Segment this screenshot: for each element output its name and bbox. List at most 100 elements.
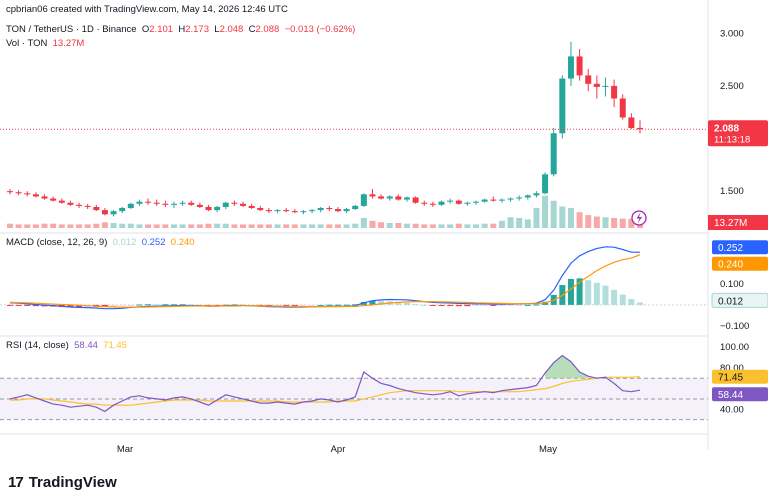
volume-bar [524,219,531,228]
volume-label[interactable]: Vol · TON [6,38,48,49]
candle-body [7,191,13,193]
macd-hist-bar [378,300,385,305]
tradingview-brand[interactable]: 17 TradingView [8,474,117,491]
volume-bar [628,218,635,228]
macd-badge[interactable] [712,240,768,255]
volume-bar [619,218,626,228]
volume-bar [15,224,22,228]
signal-badge[interactable] [712,256,768,271]
brand-name: TradingView [28,474,117,491]
volume-bar [119,223,126,228]
macd-hist-bar [291,304,298,306]
volume-bar [429,224,436,228]
candle-body [24,193,31,195]
macd-badge-text: 0.252 [718,243,743,254]
volume-bar [283,224,290,228]
candle-body [67,202,74,205]
volume-bar [395,222,402,228]
macd-hist-value: 0.012 [112,237,137,248]
macd-hist-bar [283,304,290,306]
macd-hist-bar [326,304,333,306]
volume-bar [498,220,505,228]
macd-hist-bar [119,304,126,306]
candle-body [352,205,359,210]
volume-bar [101,222,108,228]
volume-bar [481,223,488,228]
volume-bar [309,224,316,228]
macd-label[interactable]: MACD (close, 12, 26, 9) [6,237,108,248]
candle-body [550,133,557,175]
volume-bar [412,223,419,228]
candle-body [101,210,108,215]
chart-canvas[interactable]: 3.0002.5001.5000.2000.100−0.100100.0080.… [0,0,768,470]
macd-line-value: 0.252 [141,237,166,248]
change-value: −0.013 (−0.62%) [284,24,356,35]
macd-hist-bar [127,304,134,306]
candle-body [145,201,152,203]
volume-bar [231,224,238,228]
candle-body [222,202,229,207]
volume-bar [602,217,609,228]
volume-bar [464,224,471,228]
signal-line [9,254,641,308]
last-price-badge[interactable] [708,120,768,147]
candle-body [490,199,497,201]
macd-hist-bar [585,280,592,305]
macd-hist-bar [7,304,13,306]
candle-body [317,208,324,211]
volume-bar [516,217,523,228]
candle-body [84,205,91,207]
volume-bar [533,207,540,228]
macd-hist-bar [317,304,324,306]
candle-body [32,194,39,197]
candle-body [524,195,531,198]
macd-hist-bar [611,289,618,305]
volume-bar [403,223,410,228]
volume-bar [24,224,31,228]
candle-body [378,196,385,199]
candle-body [559,78,566,134]
volume-bar [386,222,393,228]
rsi-ma-value: 71.45 [103,340,127,351]
volume-bar [559,206,566,228]
macd-hist-bar [110,304,117,307]
price-tick-label: 2.500 [720,81,744,92]
rsi-label[interactable]: RSI (14, close) [6,340,69,351]
rsi-line [9,354,641,413]
candle-body [136,201,143,204]
macd-hist-bar [628,299,635,305]
macd-hist-bar [473,304,480,306]
candle-body [386,196,393,199]
macd-hist-bar [300,304,307,306]
rsi-badge-text: 58.44 [718,390,743,401]
candle-body [481,199,488,202]
volume-bar [127,223,134,228]
candle-body [291,211,298,213]
macd-hist-bar [360,301,367,305]
candle-body [58,200,65,203]
macd-hist-bar [343,304,350,306]
symbol-label[interactable]: TON / TetherUS · 1D · Binance [6,24,137,35]
candle-body [464,202,471,204]
macd-hist-bar [369,300,376,305]
macd-hist-bar [101,304,108,307]
volume-bar [317,224,324,228]
last-price-text: 2.088 [714,123,739,134]
macd-hist-bar [145,304,152,306]
volume-bar [369,220,376,228]
hist-badge[interactable] [711,292,768,308]
volume-badge[interactable] [708,215,768,230]
candle-body [162,203,169,205]
macd-hist-bar [153,304,160,306]
created-by-line: cpbrian06 created with TradingView.com, … [6,4,288,15]
volume-bar [41,223,48,228]
rsi-badge[interactable] [712,387,768,402]
volume-bar [274,224,281,228]
macd-hist-bar [334,304,341,306]
volume-bar [447,224,454,228]
price-tick-label: 3.000 [720,28,744,39]
volume-bar [110,222,117,228]
volume-bar [585,215,592,228]
rsi-ma-badge[interactable] [712,369,768,384]
open-value: 2.101 [149,24,174,35]
